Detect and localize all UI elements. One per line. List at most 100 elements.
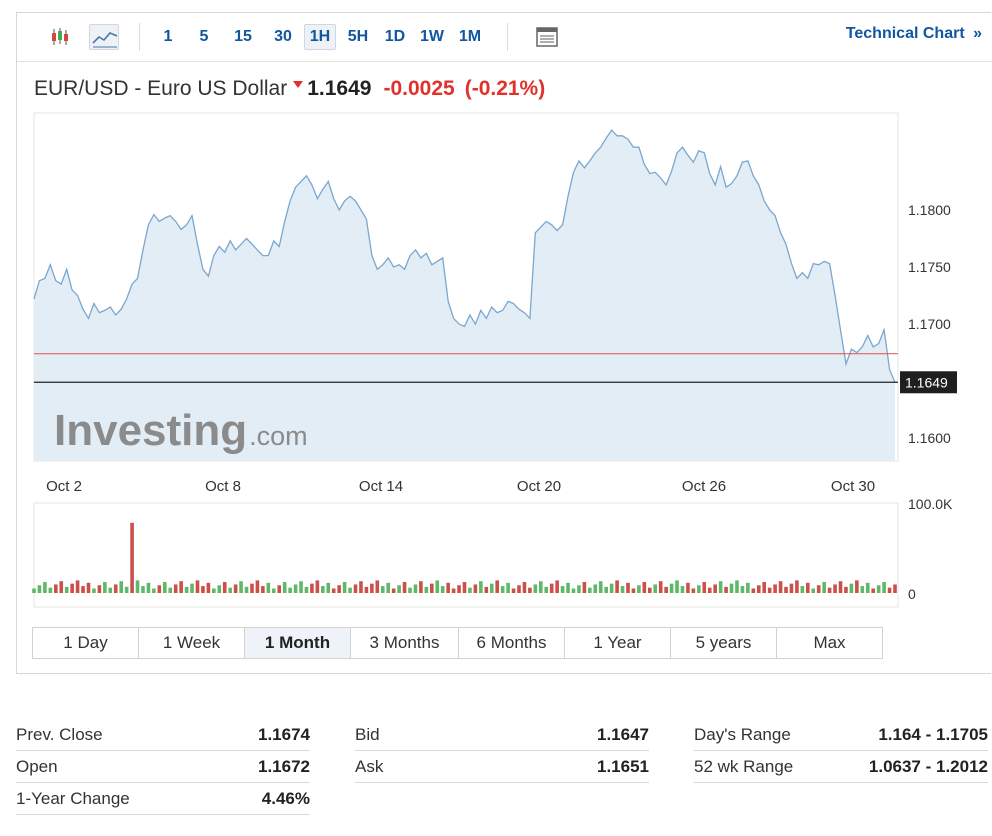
stat-label: 52 wk Range — [694, 756, 794, 776]
volume-bar — [206, 582, 211, 593]
x-tick-label: Oct 26 — [682, 478, 726, 495]
volume-bar — [838, 581, 843, 593]
volume-bar — [517, 585, 521, 593]
range-tab-6-months[interactable]: 6 Months — [458, 627, 565, 659]
volume-bar — [795, 580, 799, 593]
range-selector: 1 Day 1 Week 1 Month 3 Months 6 Months 1 Year… — [32, 627, 883, 659]
volume-bar — [375, 580, 380, 593]
volume-bar — [370, 583, 374, 593]
timeframe-button-5h[interactable]: 5H — [347, 28, 369, 45]
volume-bar — [669, 583, 674, 593]
volume-bar — [609, 583, 614, 593]
volume-bar — [408, 587, 412, 593]
volume-bar — [686, 582, 690, 593]
volume-bar — [152, 588, 156, 593]
candlestick-chart-icon[interactable] — [45, 24, 75, 50]
volume-bar — [217, 585, 222, 593]
volume-bar — [555, 580, 559, 593]
timeframe-button-1h[interactable]: 1H — [304, 24, 336, 50]
current-price-badge — [900, 371, 957, 394]
range-tab-max[interactable]: Max — [776, 627, 883, 659]
volume-bar — [440, 586, 445, 593]
volume-bar — [419, 581, 423, 593]
volume-bar — [70, 583, 74, 593]
volume-bar — [653, 584, 658, 593]
volume-bar — [271, 588, 276, 593]
range-tab-1-day[interactable]: 1 Day — [32, 627, 139, 659]
timeframe-button-1d[interactable]: 1D — [384, 28, 406, 45]
technical-chart-link[interactable]: Technical Chart » — [846, 25, 982, 43]
volume-bar — [342, 582, 347, 593]
volume-bar — [729, 583, 734, 593]
volume-bar — [348, 587, 352, 593]
y-tick-label: 1.1750 — [908, 259, 951, 275]
volume-bar — [773, 584, 777, 593]
range-tab-5-years[interactable]: 5 years — [670, 627, 777, 659]
volume-bar — [800, 586, 805, 593]
range-tab-1-week[interactable]: 1 Week — [138, 627, 245, 659]
toolbar-divider — [507, 23, 508, 51]
volume-bar — [457, 585, 461, 593]
volume-bar — [631, 588, 636, 593]
volume-bar — [413, 584, 418, 593]
table-view-icon[interactable] — [532, 24, 562, 50]
volume-bar — [141, 586, 145, 593]
volume-bar — [528, 587, 532, 593]
volume-bar — [533, 584, 538, 593]
timeframe-button-15[interactable]: 15 — [234, 28, 252, 45]
price-area-fill — [34, 130, 895, 461]
volume-bar — [331, 588, 336, 593]
volume-bar — [310, 583, 314, 593]
volume-bar — [593, 584, 598, 593]
volume-bar — [860, 586, 865, 593]
timeframe-button-30[interactable]: 30 — [274, 28, 292, 45]
price-chart[interactable]: Investing .com 1.1800 1.1750 1.1700 1.1600 1.1… — [17, 13, 992, 623]
volume-bar — [321, 586, 325, 593]
volume-bar — [675, 580, 679, 593]
instrument-name: EUR/USD - Euro US Dollar — [34, 77, 288, 100]
stat-label: 1-Year Change — [16, 788, 130, 808]
stat-label: Ask — [355, 756, 384, 776]
volume-bar — [386, 582, 391, 593]
timeframe-button-1[interactable]: 1 — [163, 28, 173, 45]
range-tab-1-year[interactable]: 1 Year — [564, 627, 671, 659]
volume-bar — [146, 582, 151, 593]
volume-bar — [691, 588, 696, 593]
price-change: -0.0025 — [383, 77, 455, 100]
volume-bar — [647, 587, 652, 593]
current-price-badge-label: 1.1649 — [905, 374, 948, 390]
volume-bar — [855, 580, 859, 593]
volume-bar — [816, 585, 821, 593]
volume-bar — [103, 582, 107, 593]
volume-bar — [538, 581, 543, 593]
timeframe-button-1m[interactable]: 1M — [458, 28, 482, 45]
stat-label: Open — [16, 756, 58, 776]
volume-bar — [642, 582, 647, 593]
volume-bar — [304, 586, 309, 593]
volume-bar — [702, 582, 707, 593]
volume-bar — [806, 582, 810, 593]
volume-bar — [315, 580, 320, 593]
line-chart-icon[interactable] — [89, 24, 119, 50]
volume-bar — [740, 586, 745, 593]
timeframe-button-1w[interactable]: 1W — [420, 28, 444, 45]
stat-row: Bid 1.1647 — [355, 719, 649, 751]
y-tick-label: 1.1700 — [908, 316, 951, 332]
volume-bar — [233, 584, 238, 593]
volume-bar — [664, 586, 668, 593]
timeframe-button-5[interactable]: 5 — [199, 28, 209, 45]
volume-bar — [190, 583, 194, 593]
volume-bar — [620, 586, 625, 593]
range-tab-1-month[interactable]: 1 Month — [244, 627, 351, 659]
volume-bar — [135, 580, 140, 593]
volume-bar — [849, 583, 854, 593]
volume-bar — [882, 582, 886, 593]
volume-bar — [451, 588, 456, 593]
range-tab-3-months[interactable]: 3 Months — [350, 627, 459, 659]
volume-bar — [822, 582, 826, 593]
volume-bar — [473, 584, 478, 593]
volume-bar — [582, 582, 587, 593]
volume-bar — [865, 582, 870, 593]
volume-bar — [277, 585, 282, 593]
watermark-text: Investing — [54, 406, 247, 455]
